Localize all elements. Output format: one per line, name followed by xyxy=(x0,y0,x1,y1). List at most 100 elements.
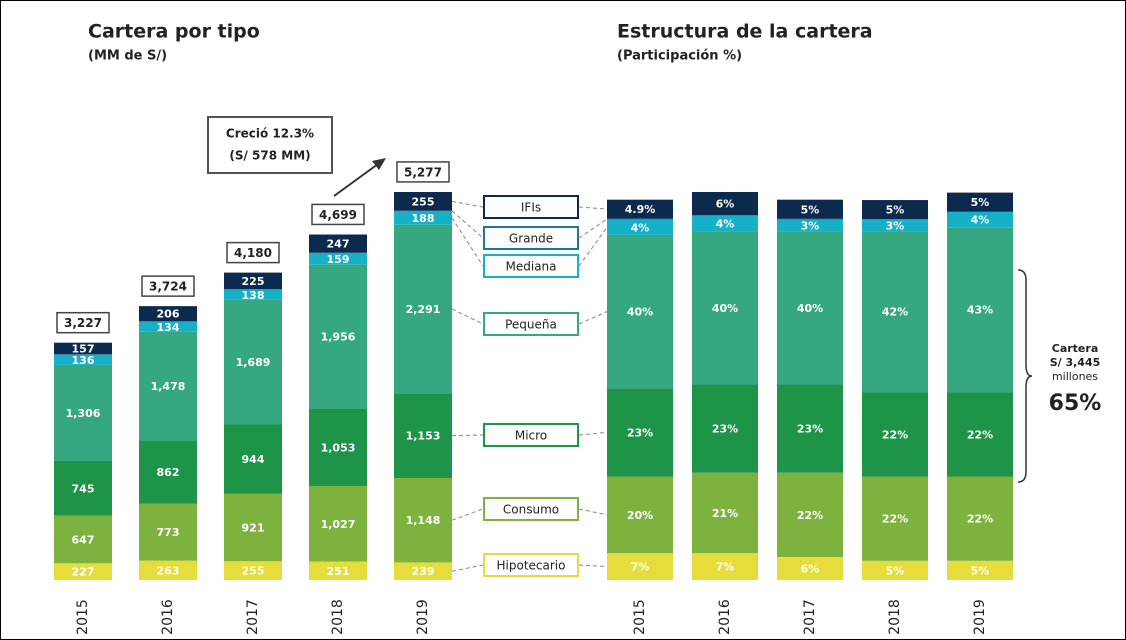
bar-segment xyxy=(862,231,928,393)
data-label: 6% xyxy=(716,198,735,211)
x-tick-label: 2016 xyxy=(160,599,176,635)
bar-segment xyxy=(394,477,452,563)
annotation: millones xyxy=(1052,370,1098,383)
bar-segment xyxy=(224,493,282,562)
connector xyxy=(578,226,608,267)
data-label: 206 xyxy=(157,308,180,321)
data-label: 157 xyxy=(72,342,95,355)
legend-label: IFIs xyxy=(521,201,541,215)
data-label: 4% xyxy=(631,221,650,234)
data-label: 40% xyxy=(712,302,738,315)
connector xyxy=(578,508,608,516)
total-label: 3,227 xyxy=(64,316,102,330)
bar-segment xyxy=(139,503,197,561)
data-label: 43% xyxy=(967,304,993,317)
bar-segment xyxy=(692,215,758,216)
total-box xyxy=(141,275,195,297)
data-label: 22% xyxy=(967,513,993,526)
total-box xyxy=(396,161,450,183)
connector xyxy=(578,218,608,239)
bar-segment xyxy=(777,231,843,385)
bar-segment xyxy=(139,440,197,504)
bar-segment xyxy=(862,219,928,232)
data-label: 225 xyxy=(242,275,265,288)
bar-segment xyxy=(777,384,843,473)
x-tick-label: 2015 xyxy=(75,599,91,635)
data-label: 7% xyxy=(631,561,650,574)
connector xyxy=(451,434,484,437)
total-box xyxy=(56,311,110,334)
bar-segment xyxy=(947,227,1013,393)
x-tick-label: 2015 xyxy=(632,599,648,635)
bar-segment xyxy=(224,424,282,494)
data-label: 7% xyxy=(716,561,735,574)
bar-segment xyxy=(607,199,673,219)
total-label: 3,724 xyxy=(149,280,187,294)
bar-segment xyxy=(139,306,197,322)
bar-segment xyxy=(54,354,112,355)
connector xyxy=(451,308,484,325)
data-label: 40% xyxy=(797,302,823,315)
chart-title: Cartera por tipo xyxy=(88,21,260,43)
data-label: 6% xyxy=(801,562,820,575)
annotation: Creció 12.3% xyxy=(226,127,314,141)
data-label: 944 xyxy=(242,453,265,466)
data-label: 40% xyxy=(627,306,653,319)
bar-segment xyxy=(777,219,843,232)
data-label: 134 xyxy=(157,321,180,334)
bar-segment xyxy=(309,561,367,580)
data-label: 773 xyxy=(157,526,180,539)
legend-label: Grande xyxy=(509,232,553,246)
data-label: 5% xyxy=(971,564,990,577)
arrow-head xyxy=(372,158,386,170)
bar-segment xyxy=(947,392,1013,477)
bar-segment xyxy=(54,563,112,580)
bar-segment xyxy=(777,199,843,219)
bar-segment xyxy=(54,354,112,365)
data-label: 3% xyxy=(886,219,905,232)
connector xyxy=(451,508,484,521)
bar-segment xyxy=(862,476,928,561)
bar-segment xyxy=(54,515,112,564)
bar-segment xyxy=(394,224,452,394)
x-tick-label: 2018 xyxy=(330,599,346,635)
legend-box xyxy=(483,254,579,278)
bar-segment xyxy=(692,553,758,580)
arrow xyxy=(333,163,379,197)
bar-segment xyxy=(692,215,758,232)
data-label: 255 xyxy=(242,565,265,578)
data-label: 247 xyxy=(327,238,350,251)
data-label: 862 xyxy=(157,466,180,479)
bar-segment xyxy=(692,192,758,216)
data-label: 2,291 xyxy=(406,303,441,316)
legend-box xyxy=(483,497,579,521)
connector xyxy=(451,217,484,267)
bar-segment xyxy=(309,264,367,409)
data-label: 3% xyxy=(801,219,820,232)
data-label: 1,053 xyxy=(321,441,356,454)
data-label: 1,478 xyxy=(151,380,186,393)
data-label: 1,956 xyxy=(321,331,356,344)
chart-subtitle: (Participación %) xyxy=(617,49,742,64)
bar-segment xyxy=(309,486,367,562)
legend-label: Consumo xyxy=(503,503,559,517)
data-label: 5% xyxy=(801,203,820,216)
bar-segment xyxy=(224,299,282,425)
bar-segment xyxy=(777,472,843,557)
data-label: 4% xyxy=(716,217,735,230)
legend-box xyxy=(483,312,579,336)
data-label: 921 xyxy=(242,521,265,534)
legend-label: Hipotecario xyxy=(497,559,566,573)
bar-segment xyxy=(607,476,673,554)
bar-segment xyxy=(54,364,112,461)
data-label: 188 xyxy=(412,212,435,225)
connector xyxy=(578,431,608,436)
bar-segment xyxy=(394,192,452,211)
legend-box xyxy=(483,423,579,447)
bar-segment xyxy=(607,219,673,235)
bar-segment xyxy=(692,472,758,554)
x-tick-label: 2018 xyxy=(887,599,903,635)
bar-segment xyxy=(139,560,197,580)
annotation: S/ 3,445 xyxy=(1050,356,1101,369)
